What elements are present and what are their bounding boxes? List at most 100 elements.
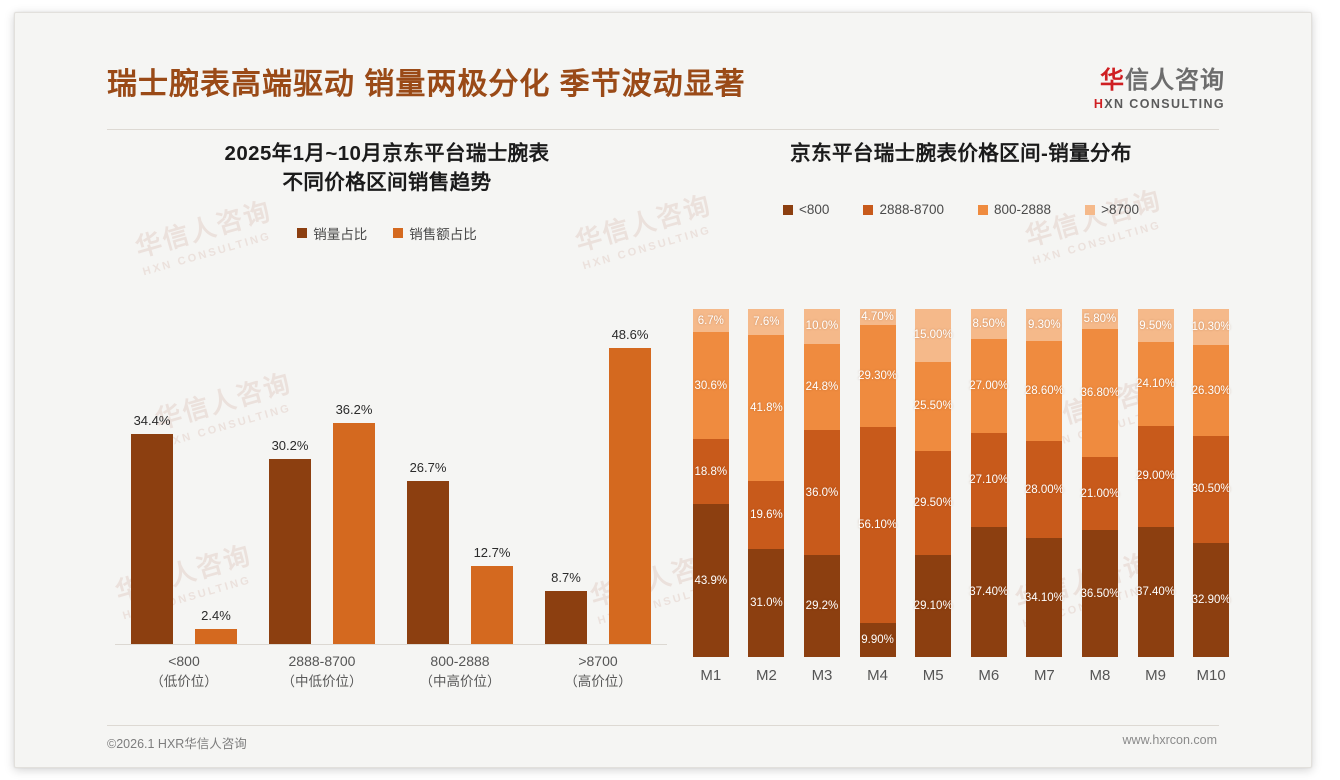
bar-item[interactable]: 48.6% [609,327,651,644]
stacked-bar[interactable]: 8.50% 27.00% 27.10% 37.40% [969,309,1009,657]
stacked-bar-segment[interactable]: 27.10% [969,432,1008,527]
bar-rect[interactable] [545,590,587,644]
stacked-bar-segment[interactable]: 29.30% [858,325,898,428]
stacked-bar-segment[interactable]: 10.0% [803,309,840,344]
stacked-bar[interactable]: 5.80% 36.80% 21.00% 36.50% [1080,309,1119,657]
stacked-bar-segment[interactable]: 9.30% [1026,309,1063,342]
stacked-bar-column: 10.0% 24.8% 36.0% 29.2% [794,309,850,657]
bar-value-label: 2.4% [201,608,231,624]
stacked-bar-segment[interactable]: 36.0% [803,430,840,556]
right-chart-stacked-bars: 6.7% 30.6% 18.8% 43.9% 7.6% 41.8% 19.6% 31.0% 10… [683,309,1239,658]
bar-item[interactable]: 36.2% [333,327,375,644]
legend-item[interactable]: >8700 [1085,202,1139,217]
legend-item[interactable]: <800 [783,202,829,217]
stacked-bar-segment[interactable]: 28.60% [1025,341,1064,441]
stacked-bar[interactable]: 6.7% 30.6% 18.8% 43.9% [692,309,729,657]
stacked-bar-segment[interactable]: 29.2% [803,555,840,657]
stacked-bar-segment[interactable]: 26.30% [1192,344,1231,437]
stacked-bar-segment[interactable]: 25.50% [913,361,953,452]
stacked-bar-segment[interactable]: 9.90% [859,622,896,658]
stacked-bar-segment[interactable]: 27.00% [969,338,1008,433]
stacked-bar-segment[interactable]: 5.80% [1081,309,1118,330]
x-axis-label: M2 [755,667,777,684]
bar-value-label: 34.4% [133,412,171,428]
stacked-bar-segment[interactable]: 36.50% [1080,530,1119,657]
bar-item[interactable]: 34.4% [131,327,173,644]
bar-item[interactable]: 30.2% [269,327,311,644]
right-chart-plot: 6.7% 30.6% 18.8% 43.9% 7.6% 41.8% 19.6% 31.0% 10… [683,309,1239,699]
stacked-bar-segment[interactable]: 56.10% [858,427,897,623]
stacked-bar-column: 5.80% 36.80% 21.00% 36.50% [1072,309,1128,657]
segment-value-label: 29.30% [858,370,898,383]
bar-value-label: 30.2% [271,438,309,454]
stacked-bar-segment[interactable]: 28.00% [1024,440,1064,539]
legend-item[interactable]: 销量占比 [297,223,367,243]
segment-value-label: 29.10% [913,599,953,612]
stacked-bar-segment[interactable]: 24.8% [803,343,840,431]
stacked-bar[interactable]: 9.30% 28.60% 28.00% 34.10% [1024,309,1064,657]
stacked-bar-segment[interactable]: 18.8% [692,438,729,505]
stacked-bar-column: 7.6% 41.8% 19.6% 31.0% [739,309,795,657]
stacked-bar[interactable]: 7.6% 41.8% 19.6% 31.0% [748,309,785,657]
x-axis-label-main: 2888-8700 [288,653,356,669]
footer-website[interactable]: www.hxrcon.com [1122,733,1217,747]
bar-item[interactable]: 26.7% [407,327,449,644]
segment-value-label: 25.50% [913,400,953,413]
stacked-bar-segment[interactable]: 6.7% [692,309,729,333]
stacked-bar[interactable]: 15.00% 25.50% 29.50% 29.10% [913,309,953,657]
segment-value-label: 31.0% [750,597,783,610]
stacked-bar[interactable]: 9.50% 24.10% 29.00% 37.40% [1136,309,1175,658]
stacked-bar-segment[interactable]: 29.10% [913,554,953,657]
segment-value-label: 8.50% [972,317,1006,330]
stacked-bar-segment[interactable]: 37.40% [969,526,1009,657]
legend-item[interactable]: 800-2888 [978,202,1051,217]
bar-rect[interactable] [131,433,173,644]
logo-chinese: 华信人咨询 [1094,69,1225,93]
stacked-bar-segment[interactable]: 15.00% [914,309,953,362]
stacked-bar-segment[interactable]: 21.00% [1080,457,1119,531]
stacked-bar-segment[interactable]: 36.80% [1080,329,1119,458]
bar-rect[interactable] [407,480,449,644]
page-title: 瑞士腕表高端驱动 销量两极分化 季节波动显著 [107,68,746,101]
bar-item[interactable]: 12.7% [471,327,513,644]
bar-rect[interactable] [471,566,513,644]
stacked-bar-segment[interactable]: 43.9% [692,504,729,657]
stacked-bar-segment[interactable]: 7.6% [748,309,785,336]
x-axis-label-sub: （低价位） [150,674,218,689]
bar-item[interactable]: 8.7% [545,327,587,644]
bar-rect[interactable] [269,459,311,644]
segment-value-label: 28.00% [1024,483,1064,496]
stacked-bar[interactable]: 10.0% 24.8% 36.0% 29.2% [803,309,840,657]
logo-english: HXN CONSULTING [1094,98,1225,111]
bar-rect[interactable] [195,629,237,644]
bar-rect[interactable] [609,348,651,644]
stacked-bar-column: 9.50% 24.10% 29.00% 37.40% [1128,309,1184,658]
stacked-bar-segment[interactable]: 10.30% [1192,309,1231,345]
stacked-bar-segment[interactable]: 34.10% [1025,538,1064,657]
segment-value-label: 37.40% [969,585,1009,598]
legend-item-label: >8700 [1101,202,1139,218]
stacked-bar-segment[interactable]: 24.10% [1136,342,1175,426]
stacked-bar-segment[interactable]: 29.00% [1136,425,1175,527]
x-axis-label: M1 [700,667,722,684]
legend-swatch-icon [297,228,308,239]
stacked-bar-segment[interactable]: 29.50% [914,451,953,555]
legend-item[interactable]: 销售额占比 [393,223,477,243]
stacked-bar-segment[interactable]: 9.50% [1137,309,1174,343]
stacked-bar[interactable]: 10.30% 26.30% 30.50% 32.90% [1192,309,1231,657]
stacked-bar-segment[interactable]: 30.6% [692,332,729,439]
stacked-bar-segment[interactable]: 32.90% [1192,542,1231,657]
stacked-bar-segment[interactable]: 37.40% [1136,526,1175,658]
legend-item[interactable]: 2888-8700 [863,202,944,217]
bar-item[interactable]: 2.4% [195,327,237,644]
stacked-bar[interactable]: 4.70% 29.30% 56.10% 9.90% [858,309,898,658]
stacked-bar-segment[interactable]: 31.0% [748,549,785,657]
stacked-bar-segment[interactable]: 41.8% [748,335,785,481]
stacked-bar-segment[interactable]: 30.50% [1192,436,1231,543]
x-axis-label-sub: （高价位） [564,674,632,689]
stacked-bar-segment[interactable]: 4.70% [859,309,896,326]
stacked-bar-segment[interactable]: 19.6% [748,480,785,550]
stacked-bar-segment[interactable]: 8.50% [970,309,1007,339]
legend-item-label: 销售额占比 [409,227,477,243]
bar-rect[interactable] [333,422,375,644]
